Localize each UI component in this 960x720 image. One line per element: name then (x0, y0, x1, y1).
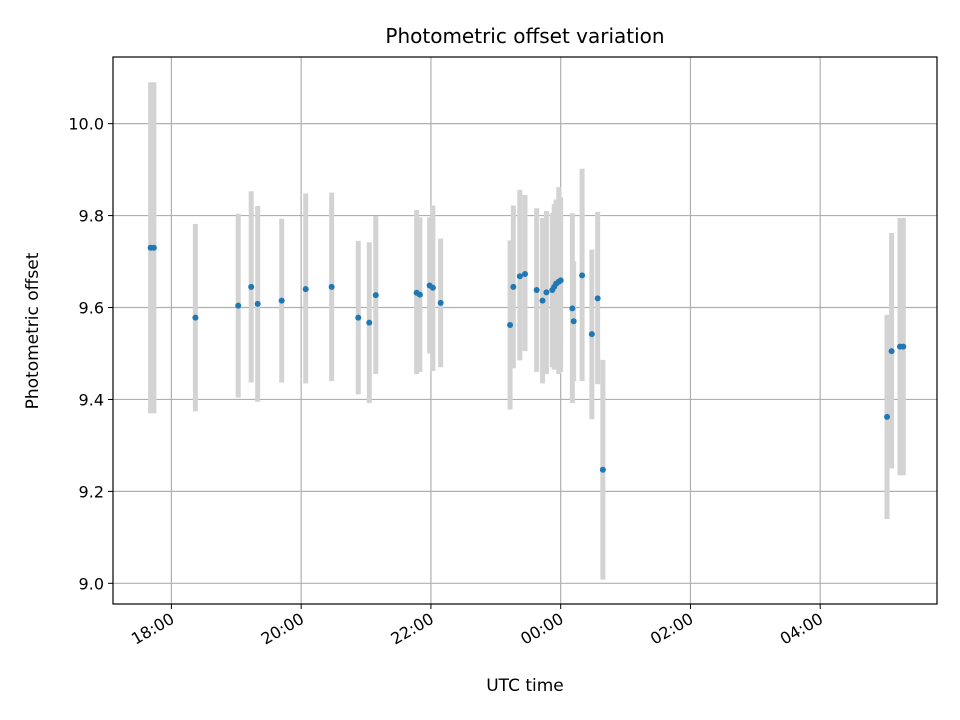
y-tick-label: 9.0 (79, 574, 104, 593)
data-point (557, 277, 564, 284)
y-tick-label: 9.2 (79, 482, 104, 501)
y-axis-label: Photometric offset (23, 252, 43, 409)
data-point (150, 244, 157, 251)
data-point (416, 291, 423, 298)
chart-title: Photometric offset variation (385, 24, 664, 48)
data-point (355, 314, 362, 321)
data-point (569, 305, 576, 312)
x-tick-label: 22:00 (387, 609, 436, 649)
data-point (570, 318, 577, 325)
x-tick-label: 00:00 (517, 609, 566, 649)
data-point (533, 287, 540, 294)
x-tick-label: 18:00 (128, 609, 177, 649)
data-point (579, 272, 586, 279)
y-tick-label: 9.6 (79, 299, 104, 318)
data-point (900, 343, 907, 350)
data-point (588, 331, 595, 338)
x-tick-label: 20:00 (258, 609, 307, 649)
y-tick-label: 9.8 (79, 207, 104, 226)
data-point (884, 413, 891, 420)
data-point (248, 283, 255, 290)
data-point (522, 270, 528, 277)
data-point (510, 283, 517, 290)
data-point (372, 292, 379, 299)
data-point (543, 289, 550, 296)
data-point (278, 297, 285, 304)
data-point (192, 314, 199, 321)
data-point (599, 466, 606, 473)
x-tick-label: 04:00 (777, 609, 826, 649)
error-bars (148, 82, 906, 580)
data-point (328, 283, 335, 290)
data-point (302, 286, 309, 293)
x-axis-label: UTC time (486, 676, 564, 696)
data-point (539, 297, 546, 304)
data-point (594, 295, 601, 302)
data-point (437, 299, 444, 306)
data-point (516, 273, 523, 280)
data-point (888, 348, 895, 355)
x-tick-label: 02:00 (647, 609, 696, 649)
y-tick-label: 9.4 (79, 390, 104, 409)
data-point (429, 284, 436, 291)
y-tick-label: 10.0 (68, 115, 104, 134)
axis-ticks: 18:00 20:00 22:00 00:00 02:00 04:00 9.0 9.2 9.4 9… (68, 115, 826, 649)
data-point (254, 300, 261, 307)
data-point (366, 319, 373, 326)
data-points (147, 244, 907, 473)
plot-frame (112, 56, 938, 605)
data-point (507, 321, 514, 328)
data-point (235, 302, 242, 309)
